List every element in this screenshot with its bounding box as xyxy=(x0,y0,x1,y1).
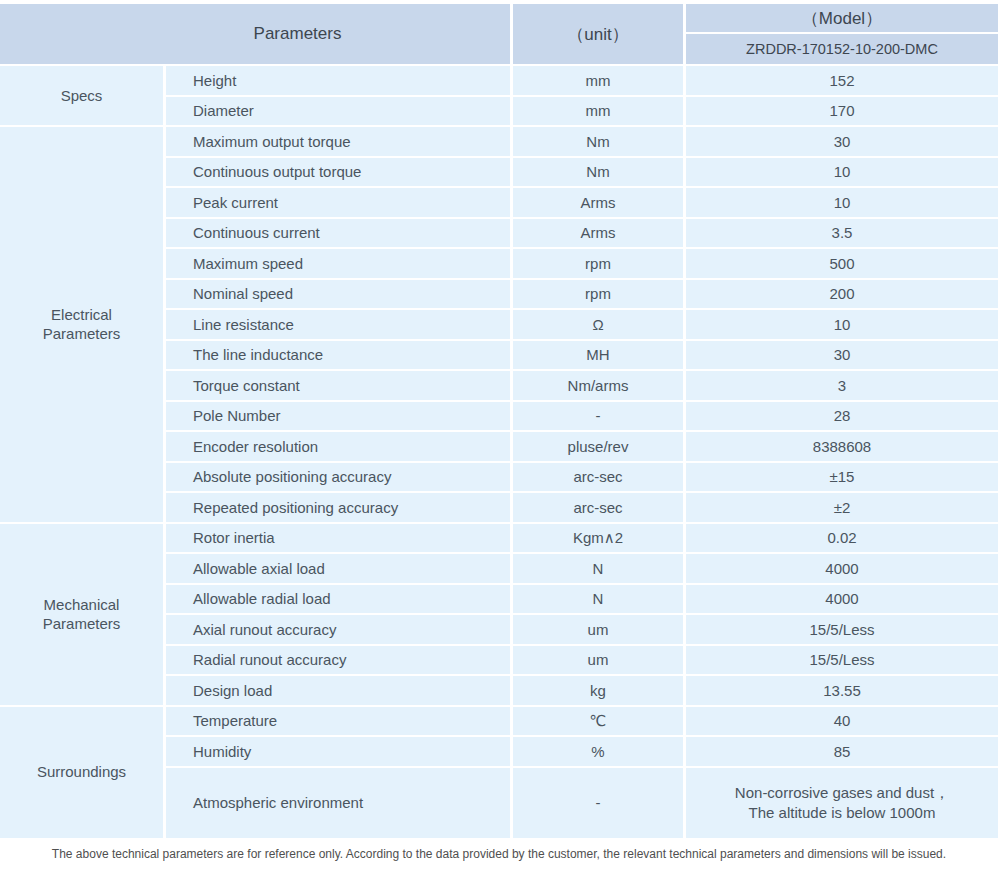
param-name-cell: Peak current xyxy=(166,188,510,217)
table-header: Parameters （unit） （Model） ZRDDR-170152-1… xyxy=(0,4,998,64)
value-cell: Non-corrosive gases and dust， The altitu… xyxy=(686,768,998,838)
section-label: Specs xyxy=(0,66,163,125)
section-label-text: Mechanical Parameters xyxy=(22,595,142,634)
unit-cell: % xyxy=(513,737,683,766)
value-cell: 0.02 xyxy=(686,524,998,553)
param-name-cell: Allowable radial load xyxy=(166,585,510,614)
unit-cell: Nm/arms xyxy=(513,371,683,400)
unit-cell: arc-sec xyxy=(513,493,683,522)
value-cell: 3.5 xyxy=(686,219,998,248)
param-name-cell: The line inductance xyxy=(166,341,510,370)
value-cell: 152 xyxy=(686,66,998,95)
unit-cell: Arms xyxy=(513,219,683,248)
section-label: Surroundings xyxy=(0,707,163,838)
unit-cell: mm xyxy=(513,66,683,95)
section-label-text: Specs xyxy=(61,86,103,106)
param-name-cell: Temperature xyxy=(166,707,510,736)
param-name-cell: Atmospheric environment xyxy=(166,768,510,838)
value-cell: 28 xyxy=(686,402,998,431)
value-cell: 15/5/Less xyxy=(686,646,998,675)
unit-cell: rpm xyxy=(513,280,683,309)
section-electrical-parameters: Electrical Parameters Maximum output torq… xyxy=(0,127,998,522)
unit-cell: Kgm∧2 xyxy=(513,524,683,553)
param-name-cell: Diameter xyxy=(166,97,510,126)
value-cell: 10 xyxy=(686,188,998,217)
section-label: Mechanical Parameters xyxy=(0,524,163,705)
section-specs: Specs Heightmm152 Diametermm170 xyxy=(0,66,998,125)
unit-cell: Nm xyxy=(513,158,683,187)
param-name-cell: Continuous output torque xyxy=(166,158,510,187)
value-cell: 170 xyxy=(686,97,998,126)
param-name-cell: Repeated positioning accuracy xyxy=(166,493,510,522)
value-cell: 85 xyxy=(686,737,998,766)
section-surroundings: Surroundings Temperature℃40 Humidity%85 Atm… xyxy=(0,707,998,838)
value-cell: 10 xyxy=(686,310,998,339)
param-name-cell: Nominal speed xyxy=(166,280,510,309)
param-name-cell: Height xyxy=(166,66,510,95)
spec-table: Parameters （unit） （Model） ZRDDR-170152-1… xyxy=(0,4,998,838)
unit-cell: Ω xyxy=(513,310,683,339)
unit-cell: kg xyxy=(513,676,683,705)
header-model-code: ZRDDR-170152-10-200-DMC xyxy=(686,34,998,64)
unit-cell: mm xyxy=(513,97,683,126)
unit-cell: MH xyxy=(513,341,683,370)
header-unit: （unit） xyxy=(513,4,683,64)
section-label-text: Electrical Parameters xyxy=(22,305,142,344)
param-name-cell: Axial runout accuracy xyxy=(166,615,510,644)
value-cell: 30 xyxy=(686,341,998,370)
unit-cell: um xyxy=(513,615,683,644)
value-cell: 4000 xyxy=(686,554,998,583)
param-name-cell: Line resistance xyxy=(166,310,510,339)
param-name-cell: Pole Number xyxy=(166,402,510,431)
unit-cell: ℃ xyxy=(513,707,683,736)
param-name-cell: Maximum speed xyxy=(166,249,510,278)
param-name-cell: Allowable axial load xyxy=(166,554,510,583)
value-cell: 3 xyxy=(686,371,998,400)
header-model: （Model） xyxy=(686,4,998,32)
value-cell: 30 xyxy=(686,127,998,156)
value-cell: 13.55 xyxy=(686,676,998,705)
unit-cell: N xyxy=(513,554,683,583)
table-body: SpecsHeightmm152Diametermm170Electrical … xyxy=(0,66,998,838)
unit-cell: N xyxy=(513,585,683,614)
value-cell: 4000 xyxy=(686,585,998,614)
unit-cell: um xyxy=(513,646,683,675)
param-name-cell: Continuous current xyxy=(166,219,510,248)
unit-cell: Nm xyxy=(513,127,683,156)
param-name-cell: Absolute positioning accuracy xyxy=(166,463,510,492)
value-cell: 200 xyxy=(686,280,998,309)
unit-cell: Arms xyxy=(513,188,683,217)
unit-cell: arc-sec xyxy=(513,463,683,492)
footer-note: The above technical parameters are for r… xyxy=(0,847,998,861)
value-cell: 15/5/Less xyxy=(686,615,998,644)
param-name-cell: Rotor inertia xyxy=(166,524,510,553)
unit-cell: - xyxy=(513,768,683,838)
param-name-cell: Torque constant xyxy=(166,371,510,400)
value-cell: 40 xyxy=(686,707,998,736)
header-parameters: Parameters xyxy=(0,4,510,64)
section-mechanical-parameters: Mechanical Parameters Rotor inertiaKgm∧20… xyxy=(0,524,998,705)
unit-cell: - xyxy=(513,402,683,431)
value-cell: 10 xyxy=(686,158,998,187)
value-cell: 500 xyxy=(686,249,998,278)
param-name-cell: Encoder resolution xyxy=(166,432,510,461)
unit-cell: pluse/rev xyxy=(513,432,683,461)
value-cell: ±2 xyxy=(686,493,998,522)
section-label: Electrical Parameters xyxy=(0,127,163,522)
param-name-cell: Design load xyxy=(166,676,510,705)
param-name-cell: Humidity xyxy=(166,737,510,766)
param-name-cell: Radial runout accuracy xyxy=(166,646,510,675)
value-cell: 8388608 xyxy=(686,432,998,461)
section-label-text: Surroundings xyxy=(37,762,126,782)
param-name-cell: Maximum output torque xyxy=(166,127,510,156)
unit-cell: rpm xyxy=(513,249,683,278)
value-cell: ±15 xyxy=(686,463,998,492)
